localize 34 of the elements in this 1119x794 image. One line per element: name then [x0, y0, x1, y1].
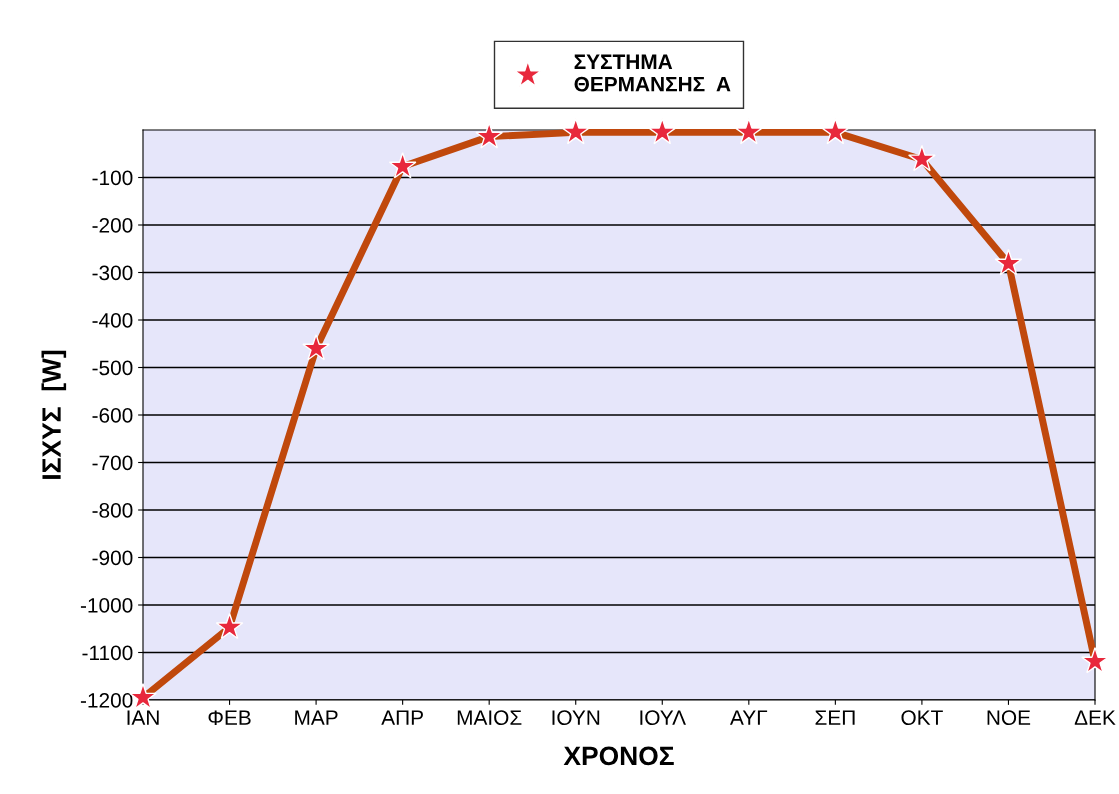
y-tick-label: -1200: [80, 693, 133, 708]
x-tick-label: ΑΠΡ: [381, 710, 423, 725]
point: [908, 144, 936, 172]
y-tick-label: -200: [92, 218, 133, 233]
point: [302, 333, 330, 361]
y-tick-label: -600: [92, 408, 133, 423]
x-tick-label: ΟΚΤ: [901, 710, 943, 726]
x-tick-label: ΙΟΥΝ: [552, 710, 600, 726]
point: [994, 248, 1023, 276]
x-tick-label: ΣΕΠ: [815, 710, 855, 725]
point: [1081, 646, 1109, 674]
y-tick-label: -700: [92, 455, 133, 471]
x-tick-label: ΦΕΒ: [208, 710, 251, 725]
x-tick-label: ΙΑΝ: [127, 710, 159, 725]
legend-label: ΣΥΣΤΗΜΑ ΘΕΡΜΑΝΣΗΣ Α: [574, 54, 731, 92]
y-tick-label: -800: [92, 503, 133, 518]
x-tick-label: ΙΟΥΛ: [640, 710, 686, 726]
x-tick-label: ΔΕΚ: [1074, 710, 1116, 725]
x-tick-label: ΝΟΕ: [987, 710, 1031, 726]
x-tick-label: ΑΥΓ: [729, 710, 768, 725]
y-tick-label: -1100: [82, 645, 133, 661]
y-axis-title: ΙΣΧΥΣ [W]: [41, 350, 67, 479]
y-tick-label: -900: [92, 550, 133, 566]
point: [475, 122, 504, 149]
y-tick-label: -400: [92, 313, 133, 328]
point: [388, 151, 417, 179]
y-tick-label: -500: [92, 360, 133, 376]
x-tick-label: ΜΑΡ: [295, 710, 338, 725]
y-tick-label: -300: [92, 265, 133, 281]
x-tick-label: ΜΑΙΟΣ: [457, 710, 522, 726]
x-axis-title: ΧΡΟΝΟΣ: [563, 746, 674, 766]
y-tick-label: -1000: [80, 598, 133, 613]
point: [215, 612, 244, 640]
y-tick-label: -100: [92, 170, 133, 186]
